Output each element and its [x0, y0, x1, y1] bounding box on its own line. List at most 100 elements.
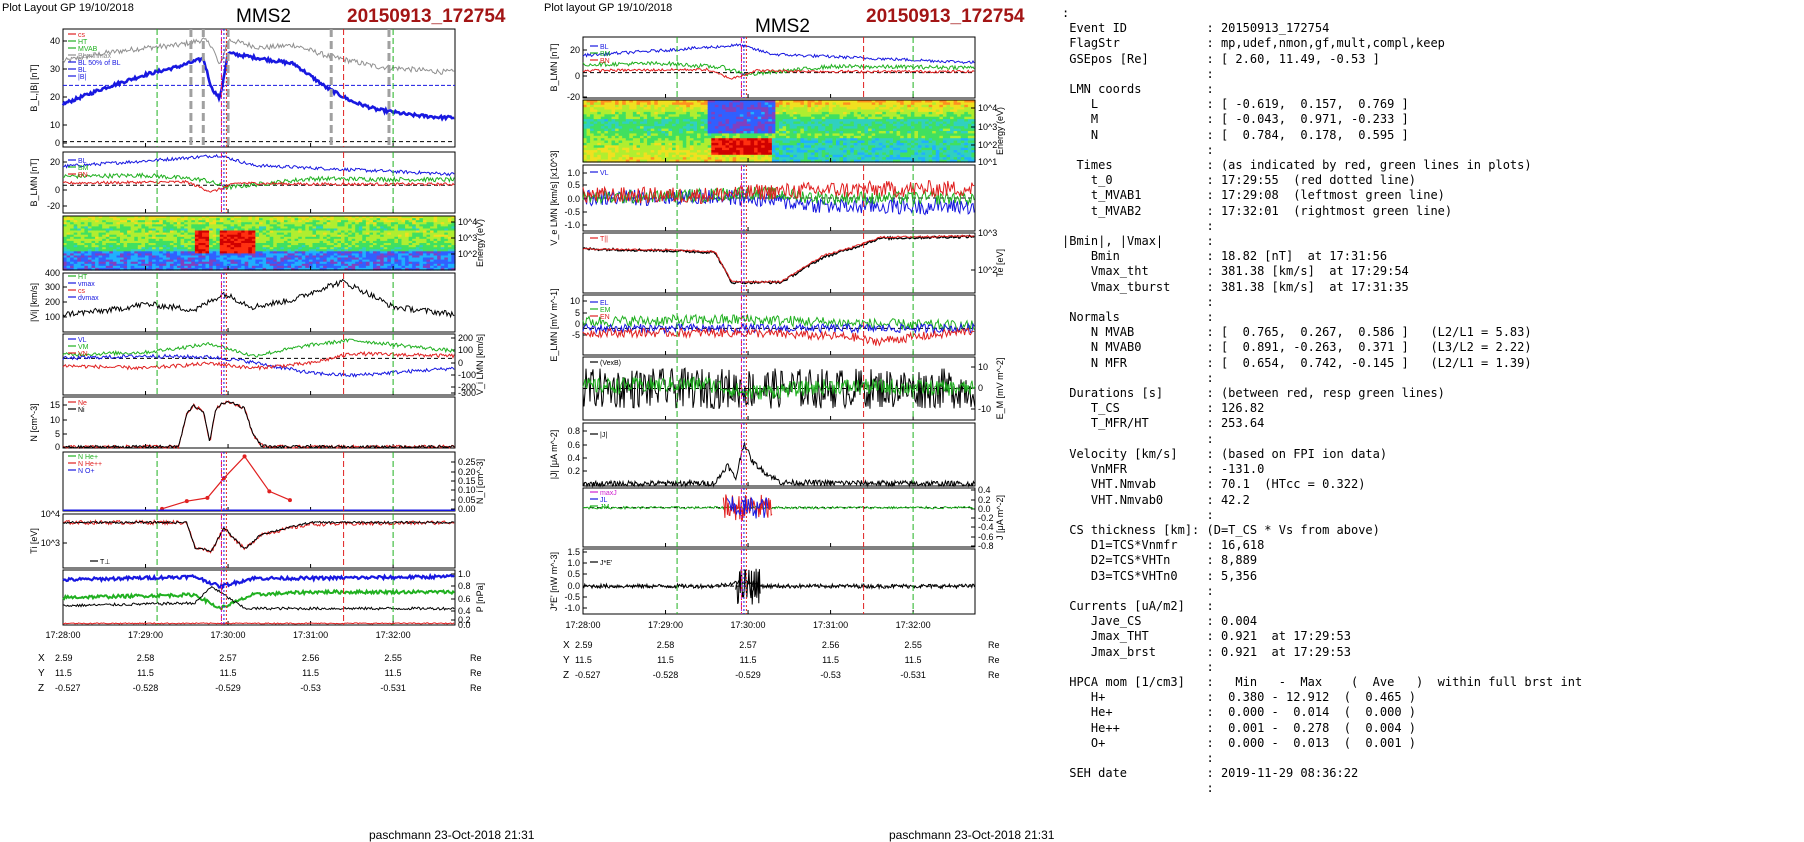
- data-point: [205, 496, 209, 500]
- right-BLMN-frame: [583, 37, 975, 98]
- series-Pi: [63, 587, 454, 610]
- series-Vi: [63, 280, 454, 317]
- y-tick-label: 0: [458, 358, 463, 368]
- series-BN: [63, 181, 454, 193]
- legend-label: VM: [78, 344, 89, 351]
- y-axis-label: V_i LMN [km/s]: [475, 334, 485, 395]
- coord-value: 11.5: [220, 668, 237, 678]
- legend-label: BLminmax: [78, 53, 112, 60]
- y-axis-label: B_L,|B| [nT]: [29, 64, 39, 111]
- coord-value: 2.57: [219, 653, 237, 663]
- coord-value: -0.527: [55, 683, 81, 693]
- y-tick-label: 0.0: [458, 620, 471, 630]
- series-BL: [583, 44, 974, 63]
- legend-label: N He+: [78, 454, 98, 461]
- y-tick-label: 0: [55, 185, 60, 195]
- left-N-frame: [63, 397, 455, 448]
- y-tick-label: -100: [458, 370, 476, 380]
- legend-label: Ne: [78, 400, 87, 407]
- y-axis-label: B_LMN [nT]: [29, 158, 39, 206]
- legend-label: MVAB: [78, 46, 98, 53]
- series-BL: [63, 155, 454, 176]
- y-tick-label: 40: [50, 36, 60, 46]
- legend-label: dvmax: [78, 295, 99, 302]
- y-tick-label: 0: [575, 71, 580, 81]
- y-tick-label: 20: [50, 92, 60, 102]
- series-BM: [583, 62, 974, 76]
- y-tick-label: 400: [45, 268, 60, 278]
- data-point: [288, 498, 292, 502]
- coord-unit: Re: [470, 668, 482, 678]
- time-tick-label: 17:31:00: [293, 630, 328, 640]
- legend-label: BL 50% of BL: [78, 60, 121, 67]
- left-B-frame: [63, 29, 455, 147]
- legend-label: Ni: [78, 407, 85, 414]
- series-Pe: [63, 623, 454, 624]
- left-Nhpca-frame: [63, 452, 455, 511]
- legend-label: N O+: [78, 468, 95, 475]
- data-point: [267, 489, 271, 493]
- coord-value: 11.5: [302, 668, 319, 678]
- y-tick-label: 100: [45, 312, 60, 322]
- coord-value: 11.5: [55, 668, 72, 678]
- y-tick-label: 10: [50, 415, 60, 425]
- coord-unit: Re: [470, 683, 482, 693]
- right-elec-spectrogram: [583, 100, 976, 163]
- legend-label: HT: [78, 274, 88, 281]
- coord-value: 2.59: [55, 653, 73, 663]
- time-tick-label: 17:32:00: [376, 630, 411, 640]
- y-axis-label: N [cm^-3]: [29, 403, 39, 441]
- coord-label: Z: [38, 683, 44, 694]
- coord-value: -0.529: [215, 683, 241, 693]
- legend-label: BN: [600, 58, 610, 65]
- series-BM: [63, 173, 454, 189]
- data-point: [243, 454, 247, 458]
- y-axis-label: Ti [eV]: [29, 528, 39, 554]
- legend-label: BM: [78, 165, 89, 172]
- legend-label: cs: [78, 32, 86, 39]
- legend-label: BL: [78, 67, 87, 74]
- y-axis-label: |Vi| [km/s]: [29, 283, 39, 322]
- legend-label: BN: [78, 172, 88, 179]
- y-tick-label: 10: [50, 120, 60, 130]
- y-tick-label: -300: [458, 388, 476, 398]
- legend-label: VN: [78, 351, 88, 358]
- series-Tpar: [63, 521, 454, 553]
- legend-label: cs: [78, 288, 86, 295]
- coord-label: X: [38, 653, 45, 664]
- time-tick-label: 17:28:00: [45, 630, 80, 640]
- coord-value: -0.528: [133, 683, 159, 693]
- series-B-mag: [63, 38, 454, 74]
- series-Ptot: [63, 575, 454, 587]
- legend-label: BL: [600, 44, 609, 51]
- time-tick-label: 17:30:00: [211, 630, 246, 640]
- data-point: [185, 499, 189, 503]
- y-tick-label: 0: [55, 138, 60, 148]
- y-tick-label: 20: [50, 157, 60, 167]
- y-axis-label: P [nPa]: [475, 583, 485, 612]
- y-tick-label: 10^3: [41, 538, 60, 548]
- y-tick-label: 0.6: [458, 594, 471, 604]
- y-tick-label: 15: [50, 400, 60, 410]
- time-tick-label: 17:29:00: [128, 630, 163, 640]
- legend-label: HT: [78, 39, 88, 46]
- y-tick-label: -20: [567, 92, 580, 102]
- coord-value: 2.58: [137, 653, 155, 663]
- series-Ne: [63, 401, 454, 448]
- y-tick-label: 200: [45, 297, 60, 307]
- legend-label: BM: [600, 51, 611, 58]
- y-tick-label: 20: [570, 45, 580, 55]
- y-tick-label: 30: [50, 64, 60, 74]
- legend-label: |B|: [78, 74, 86, 81]
- y-tick-label: 300: [45, 282, 60, 292]
- legend-label: BL: [78, 158, 87, 165]
- y-tick-label: 10^4: [41, 509, 60, 519]
- coord-value: 11.5: [137, 668, 154, 678]
- coord-value: 2.55: [384, 653, 402, 663]
- coord-value: 2.56: [302, 653, 320, 663]
- y-tick-label: 0.8: [458, 581, 471, 591]
- coord-unit: Re: [470, 653, 482, 663]
- legend-label: vmax: [78, 281, 95, 288]
- y-tick-label: 200: [458, 333, 473, 343]
